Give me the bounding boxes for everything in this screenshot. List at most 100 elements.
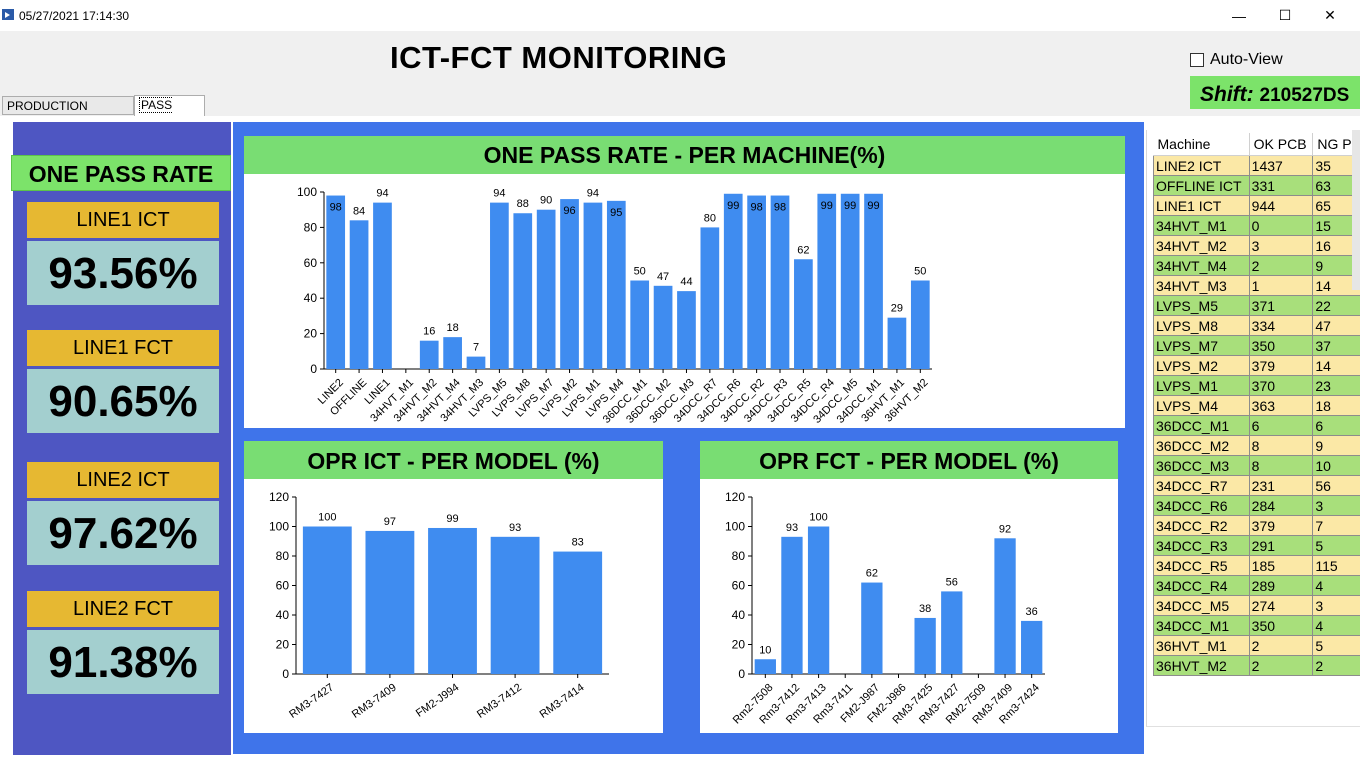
table-cell[interactable]: LINE2 ICT	[1153, 155, 1250, 176]
table-cell[interactable]: 2	[1312, 655, 1360, 676]
table-cell[interactable]: 289	[1248, 575, 1314, 596]
table-cell[interactable]: 350	[1248, 615, 1314, 636]
table-row[interactable]: 36DCC_M3 8 10	[1153, 455, 1360, 476]
table-row[interactable]: LVPS_M7 350 37	[1153, 335, 1360, 356]
table-cell[interactable]: 34DCC_M5	[1153, 595, 1250, 616]
table-cell[interactable]: 350	[1248, 335, 1314, 356]
minimize-button[interactable]: —	[1232, 7, 1246, 24]
table-cell[interactable]: 22	[1312, 295, 1360, 316]
table-cell[interactable]: 331	[1248, 175, 1314, 196]
close-button[interactable]: ✕	[1324, 7, 1336, 23]
table-cell[interactable]: 3	[1312, 595, 1360, 616]
table-cell[interactable]: 2	[1248, 655, 1314, 676]
table-cell[interactable]: LVPS_M7	[1153, 335, 1250, 356]
table-cell[interactable]: 2	[1248, 255, 1314, 276]
table-cell[interactable]: 37	[1312, 335, 1360, 356]
table-cell[interactable]: 34DCC_R4	[1153, 575, 1250, 596]
column-header[interactable]: OK PCB	[1249, 133, 1314, 156]
table-cell[interactable]: 34HVT_M4	[1153, 255, 1250, 276]
table-cell[interactable]: 34DCC_R7	[1153, 475, 1250, 496]
table-cell[interactable]: 944	[1248, 195, 1314, 216]
table-row[interactable]: 34DCC_R3 291 5	[1153, 535, 1360, 556]
maximize-button[interactable]: ☐	[1278, 7, 1292, 23]
table-row[interactable]: 34HVT_M2 3 16	[1153, 235, 1360, 256]
table-row[interactable]: 36DCC_M2 8 9	[1153, 435, 1360, 456]
table-cell[interactable]: 1	[1248, 275, 1314, 296]
table-cell[interactable]: 47	[1312, 315, 1360, 336]
table-cell[interactable]: OFFLINE ICT	[1153, 175, 1250, 196]
table-cell[interactable]: 34HVT_M2	[1153, 235, 1250, 256]
table-cell[interactable]: 10	[1312, 455, 1360, 476]
table-row[interactable]: OFFLINE ICT 331 63	[1153, 175, 1360, 196]
table-cell[interactable]: 274	[1248, 595, 1314, 616]
table-row[interactable]: 36HVT_M1 2 5	[1153, 635, 1360, 656]
table-cell[interactable]: 231	[1248, 475, 1314, 496]
table-cell[interactable]: 18	[1312, 395, 1360, 416]
table-cell[interactable]: 363	[1248, 395, 1314, 416]
table-cell[interactable]: 6	[1248, 415, 1314, 436]
table-cell[interactable]: 36DCC_M3	[1153, 455, 1250, 476]
table-cell[interactable]: 379	[1248, 355, 1314, 376]
table-row[interactable]: 34HVT_M1 0 15	[1153, 215, 1360, 236]
table-cell[interactable]: 34HVT_M1	[1153, 215, 1250, 236]
table-cell[interactable]: 371	[1248, 295, 1314, 316]
tab-production-output[interactable]: PRODUCTION OUTPUT	[2, 96, 134, 132]
table-cell[interactable]: 9	[1312, 435, 1360, 456]
table-cell[interactable]: 370	[1248, 375, 1314, 396]
table-row[interactable]: 34DCC_M1 350 4	[1153, 615, 1360, 636]
table-cell[interactable]: LINE1 ICT	[1153, 195, 1250, 216]
table-cell[interactable]: 36HVT_M2	[1153, 655, 1250, 676]
machine-data-grid[interactable]: Machine OK PCB NG P LINE2 ICT 1437 35 OFFLINE…	[1153, 133, 1360, 676]
table-cell[interactable]: 14	[1312, 355, 1360, 376]
table-row[interactable]: LINE1 ICT 944 65	[1153, 195, 1360, 216]
table-cell[interactable]: 8	[1248, 455, 1314, 476]
table-cell[interactable]: 8	[1248, 435, 1314, 456]
table-cell[interactable]: 5	[1312, 635, 1360, 656]
table-cell[interactable]: 0	[1248, 215, 1314, 236]
table-cell[interactable]: 34DCC_M1	[1153, 615, 1250, 636]
table-cell[interactable]: 3	[1248, 235, 1314, 256]
table-cell[interactable]: 291	[1248, 535, 1314, 556]
table-row[interactable]: 34DCC_R6 284 3	[1153, 495, 1360, 516]
table-row[interactable]: 36HVT_M2 2 2	[1153, 655, 1360, 676]
table-cell[interactable]: 284	[1248, 495, 1314, 516]
table-cell[interactable]: 36DCC_M2	[1153, 435, 1250, 456]
table-cell[interactable]: 34DCC_R2	[1153, 515, 1250, 536]
table-cell[interactable]: 185	[1248, 555, 1314, 576]
table-cell[interactable]: 334	[1248, 315, 1314, 336]
table-cell[interactable]: 115	[1312, 555, 1360, 576]
table-row[interactable]: LVPS_M4 363 18	[1153, 395, 1360, 416]
table-cell[interactable]: LVPS_M8	[1153, 315, 1250, 336]
table-row[interactable]: 34DCC_R2 379 7	[1153, 515, 1360, 536]
table-cell[interactable]: LVPS_M1	[1153, 375, 1250, 396]
table-cell[interactable]: 34DCC_R5	[1153, 555, 1250, 576]
table-cell[interactable]: 4	[1312, 615, 1360, 636]
table-cell[interactable]: 5	[1312, 535, 1360, 556]
table-cell[interactable]: 3	[1312, 495, 1360, 516]
table-cell[interactable]: LVPS_M5	[1153, 295, 1250, 316]
table-cell[interactable]: 34DCC_R3	[1153, 535, 1250, 556]
table-row[interactable]: 34DCC_R4 289 4	[1153, 575, 1360, 596]
table-row[interactable]: LVPS_M8 334 47	[1153, 315, 1360, 336]
table-row[interactable]: 34HVT_M4 2 9	[1153, 255, 1360, 276]
table-row[interactable]: LVPS_M2 379 14	[1153, 355, 1360, 376]
table-cell[interactable]: 7	[1312, 515, 1360, 536]
table-cell[interactable]: 379	[1248, 515, 1314, 536]
machine-table[interactable]: Machine OK PCB NG P LINE2 ICT 1437 35 OFFLINE…	[1146, 130, 1360, 727]
table-cell[interactable]: 34DCC_R6	[1153, 495, 1250, 516]
table-cell[interactable]: 6	[1312, 415, 1360, 436]
table-scrollbar[interactable]	[1352, 130, 1360, 290]
table-cell[interactable]: 36DCC_M1	[1153, 415, 1250, 436]
table-row[interactable]: 34DCC_R5 185 115	[1153, 555, 1360, 576]
table-row[interactable]: 34DCC_R7 231 56	[1153, 475, 1360, 496]
table-row[interactable]: LVPS_M5 371 22	[1153, 295, 1360, 316]
table-row[interactable]: 34DCC_M5 274 3	[1153, 595, 1360, 616]
table-row[interactable]: 34HVT_M3 1 14	[1153, 275, 1360, 296]
table-cell[interactable]: 14	[1312, 275, 1360, 296]
table-cell[interactable]: 4	[1312, 575, 1360, 596]
table-cell[interactable]: 2	[1248, 635, 1314, 656]
table-row[interactable]: LINE2 ICT 1437 35	[1153, 155, 1360, 176]
table-cell[interactable]: 15	[1312, 215, 1360, 236]
table-cell[interactable]: 1437	[1248, 155, 1314, 176]
table-cell[interactable]: LVPS_M2	[1153, 355, 1250, 376]
